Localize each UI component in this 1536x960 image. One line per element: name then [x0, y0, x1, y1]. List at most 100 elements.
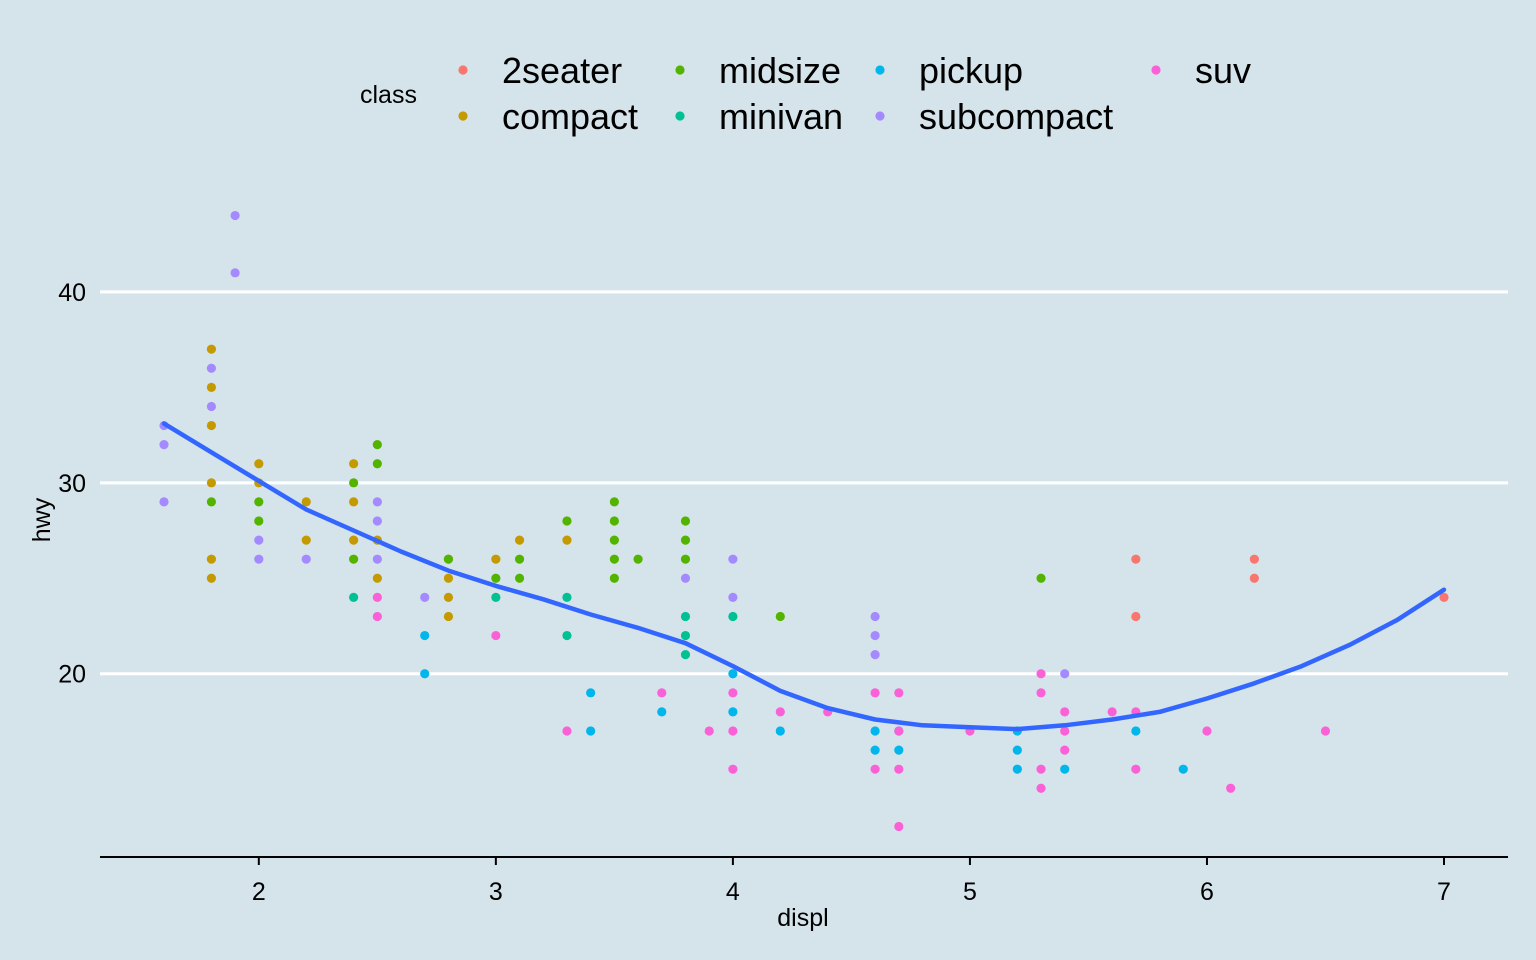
- legend-key-compact: [458, 111, 468, 121]
- point-midsize: [372, 459, 382, 469]
- point-2seater: [1249, 554, 1259, 564]
- point-suv: [894, 764, 904, 774]
- point-compact: [372, 573, 382, 583]
- point-suv: [894, 821, 904, 832]
- point-suv: [372, 592, 382, 602]
- point-midsize: [609, 535, 619, 545]
- point-subcompact: [206, 363, 217, 373]
- smooth-trend: [161, 421, 1447, 732]
- point-pickup: [775, 726, 785, 736]
- point-subcompact: [159, 440, 169, 450]
- point-midsize: [349, 478, 359, 488]
- point-compact: [206, 344, 217, 354]
- point-pickup: [728, 669, 738, 679]
- x-tick-label: 6: [1200, 878, 1214, 906]
- legend-key-minivan: [675, 111, 685, 121]
- point-minivan: [491, 592, 501, 602]
- point-midsize: [609, 573, 619, 583]
- point-subcompact: [1060, 669, 1070, 679]
- point-2seater: [1131, 611, 1141, 622]
- point-subcompact: [301, 554, 311, 564]
- point-minivan: [728, 611, 738, 622]
- point-midsize: [633, 554, 643, 564]
- x-tick-label: 5: [963, 878, 977, 906]
- point-suv: [894, 688, 904, 698]
- y-axis-ticks: 20 30 40: [58, 279, 86, 689]
- legend-label-subcompact: subcompact: [919, 96, 1113, 137]
- y-axis-title: hwy: [28, 497, 56, 542]
- point-compact: [206, 554, 217, 564]
- point-compact: [206, 573, 217, 583]
- x-tick-label: 3: [489, 878, 503, 906]
- point-compact: [206, 382, 217, 392]
- point-pickup: [1060, 764, 1070, 774]
- point-suv: [1131, 764, 1141, 774]
- legend-label-minivan: minivan: [719, 96, 843, 137]
- point-2seater: [1249, 573, 1259, 583]
- legend: class 2seater compact midsize minivan pickup…: [360, 50, 1251, 137]
- legend-title: class: [360, 81, 417, 109]
- point-pickup: [586, 726, 596, 736]
- point-midsize: [349, 554, 359, 564]
- data-points: [159, 210, 1449, 832]
- point-compact: [349, 535, 359, 545]
- point-subcompact: [870, 611, 880, 622]
- point-minivan: [680, 650, 691, 660]
- point-pickup: [657, 707, 667, 717]
- point-compact: [514, 535, 525, 545]
- legend-label-compact: compact: [502, 96, 638, 137]
- point-suv: [1036, 688, 1046, 698]
- point-minivan: [562, 592, 572, 602]
- legend-label-suv: suv: [1195, 50, 1251, 91]
- legend-key-pickup: [875, 65, 885, 75]
- point-2seater: [1131, 554, 1141, 564]
- point-suv: [491, 630, 501, 641]
- point-suv: [1202, 726, 1212, 736]
- point-suv: [894, 726, 904, 736]
- point-compact: [562, 535, 572, 545]
- point-suv: [1036, 764, 1046, 774]
- point-suv: [728, 726, 738, 736]
- point-midsize: [609, 554, 619, 564]
- point-pickup: [870, 745, 880, 755]
- point-compact: [349, 497, 359, 507]
- point-subcompact: [372, 516, 382, 526]
- point-midsize: [680, 554, 691, 564]
- grid-lines: [100, 290, 1508, 676]
- x-tick-label: 2: [252, 878, 266, 906]
- point-minivan: [562, 630, 572, 641]
- point-suv: [728, 764, 738, 774]
- point-subcompact: [254, 554, 264, 564]
- legend-label-2seater: 2seater: [502, 50, 622, 91]
- point-suv: [1036, 783, 1046, 793]
- point-suv: [704, 726, 714, 736]
- point-pickup: [894, 745, 904, 755]
- point-midsize: [680, 535, 691, 545]
- point-pickup: [870, 726, 880, 736]
- point-midsize: [609, 516, 619, 526]
- point-subcompact: [372, 497, 382, 507]
- point-compact: [443, 611, 454, 622]
- point-suv: [870, 688, 880, 698]
- point-compact: [443, 592, 454, 602]
- point-midsize: [775, 611, 785, 622]
- point-suv: [562, 726, 572, 736]
- point-midsize: [609, 497, 619, 507]
- point-suv: [1226, 783, 1236, 793]
- y-tick-label: 40: [58, 279, 86, 307]
- point-minivan: [680, 630, 691, 641]
- point-midsize: [680, 516, 691, 526]
- smooth-line: [161, 421, 1447, 732]
- point-midsize: [254, 497, 264, 507]
- point-midsize: [443, 554, 454, 564]
- legend-key-2seater: [458, 65, 468, 75]
- legend-key-midsize: [675, 65, 685, 75]
- point-suv: [775, 707, 785, 717]
- point-subcompact: [254, 535, 264, 545]
- point-suv: [1036, 669, 1046, 679]
- point-midsize: [514, 573, 525, 583]
- legend-key-suv: [1151, 65, 1161, 75]
- point-suv: [657, 688, 667, 698]
